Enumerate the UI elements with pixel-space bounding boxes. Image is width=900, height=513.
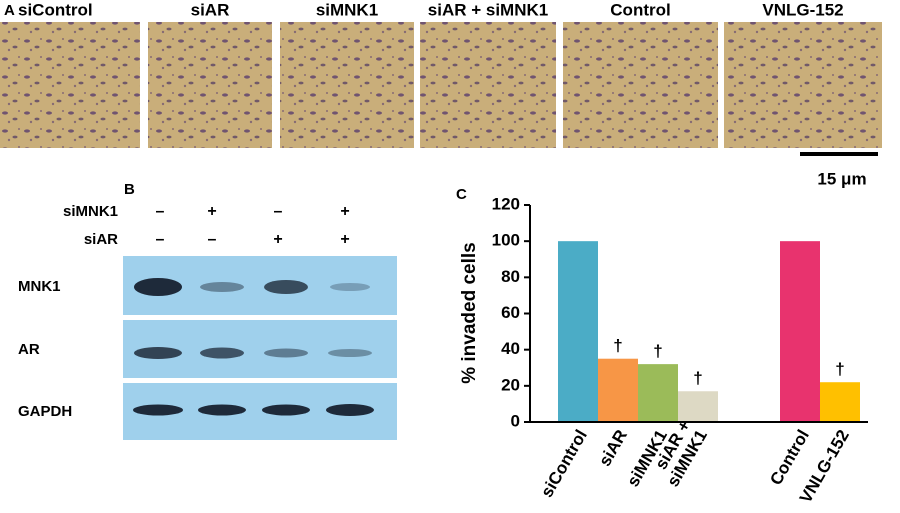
- bar: [780, 241, 820, 422]
- y-tick-label: 20: [501, 375, 520, 394]
- sign: –: [156, 231, 165, 248]
- micrograph: [724, 22, 882, 148]
- y-axis-label: % invaded cells: [459, 242, 480, 384]
- bands: [133, 278, 374, 416]
- bar: [598, 358, 638, 422]
- panel-label: B: [124, 181, 135, 198]
- image-label: siControl: [18, 0, 93, 19]
- y-tick-label: 80: [501, 267, 520, 286]
- sign: –: [156, 203, 165, 220]
- image-label: VNLG-152: [762, 0, 843, 19]
- blot-label: GAPDH: [18, 403, 72, 420]
- image-label: siAR + siMNK1: [428, 0, 548, 19]
- condition-label: siMNK1: [63, 203, 118, 220]
- panel-label: A: [4, 2, 15, 19]
- sign: +: [340, 203, 349, 220]
- scale-label: 15 μm: [817, 169, 866, 188]
- significance-mark: †: [835, 360, 844, 379]
- y-tick-label: 100: [492, 231, 520, 250]
- y-tick-label: 0: [511, 411, 520, 430]
- x-tick-label: siControl: [538, 427, 592, 501]
- micrograph: [280, 22, 414, 148]
- x-tick-label: siAR: [596, 427, 632, 470]
- micrograph: [420, 22, 556, 148]
- blot-label: AR: [18, 341, 40, 358]
- significance-mark: †: [653, 342, 662, 361]
- bar: [558, 241, 598, 422]
- micrograph: [563, 22, 718, 148]
- panel-label: C: [456, 186, 467, 203]
- sign: +: [207, 203, 216, 220]
- sign: –: [274, 203, 283, 220]
- sign: +: [340, 231, 349, 248]
- sign: –: [208, 231, 217, 248]
- y-tick-label: 120: [492, 194, 520, 213]
- sign: +: [273, 231, 282, 248]
- image-label: Control: [610, 0, 670, 19]
- blot-label: MNK1: [18, 278, 61, 295]
- bar: [638, 364, 678, 422]
- bar: [678, 391, 718, 422]
- micrograph: [148, 22, 272, 148]
- condition-label: siAR: [84, 231, 118, 248]
- y-tick-label: 60: [501, 303, 520, 322]
- significance-mark: †: [693, 369, 702, 388]
- significance-mark: †: [613, 336, 622, 355]
- image-label: siMNK1: [316, 0, 378, 19]
- micrograph: [0, 22, 140, 148]
- y-tick-label: 40: [501, 339, 520, 358]
- image-label: siAR: [191, 0, 230, 19]
- bar: [820, 382, 860, 422]
